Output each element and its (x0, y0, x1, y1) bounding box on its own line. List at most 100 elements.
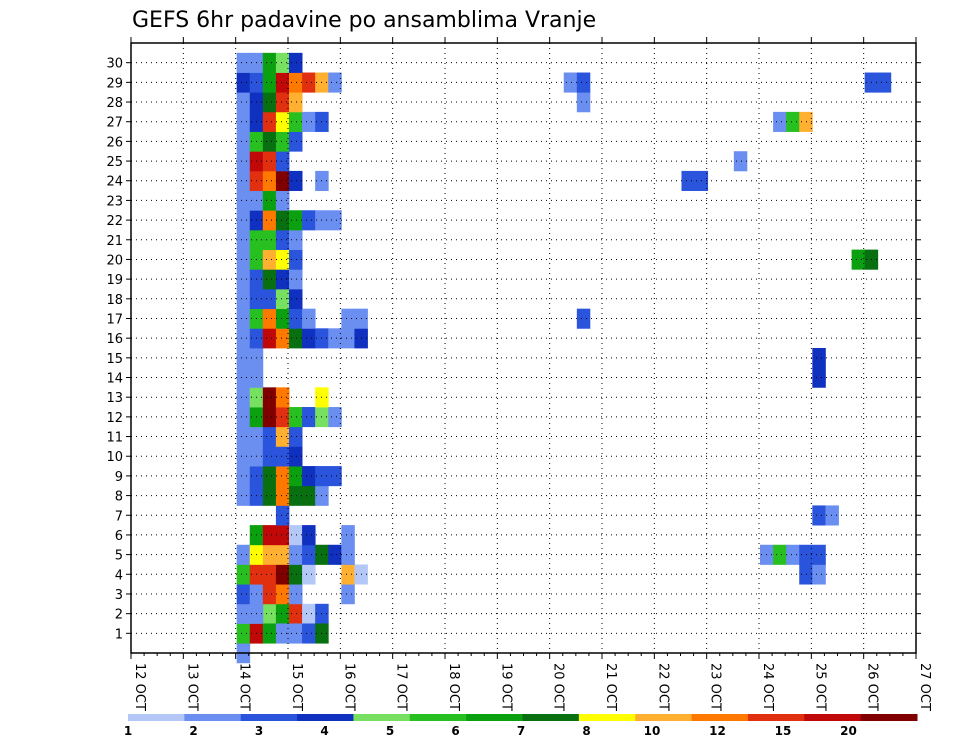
y-tick-label: 30 (106, 57, 123, 72)
heatmap-cell (236, 466, 251, 487)
colorbar: 1 2 3 4 5 6 7 8 10 12 15 20 (124, 714, 918, 738)
heatmap-cell (289, 249, 303, 270)
heatmap-cell (236, 603, 251, 624)
heatmap-cell (236, 485, 251, 506)
heatmap-cell (236, 190, 251, 211)
y-tick-label: 8 (115, 490, 123, 505)
y-tick-label: 1 (115, 627, 123, 642)
heatmap-cell (236, 92, 251, 113)
heatmap-cell (289, 544, 303, 565)
y-tick-label: 24 (106, 175, 123, 190)
heatmap-cell (576, 72, 591, 93)
y-tick-label: 17 (106, 312, 123, 327)
heatmap-cell (576, 308, 591, 329)
heatmap-cell (302, 623, 316, 644)
heatmap-cell (275, 72, 290, 93)
heatmap-cell (328, 210, 342, 231)
heatmap-cell (302, 407, 316, 428)
heatmap-cell (236, 407, 251, 428)
colorbar-label: 2 (189, 724, 197, 738)
heatmap-cell (275, 229, 290, 251)
heatmap-cell (275, 288, 290, 310)
heatmap-cell (289, 564, 303, 585)
heatmap-cell (302, 485, 316, 506)
heatmap-cell (236, 584, 251, 605)
heatmap-cell (275, 308, 290, 329)
colorbar-swatch (578, 714, 636, 721)
heatmap-cell (289, 288, 303, 310)
heatmap-cell (262, 269, 277, 290)
x-tick-label: 23 OCT (708, 663, 723, 711)
heatmap-cell (262, 72, 277, 93)
heatmap-cell (328, 328, 342, 349)
heatmap-cell (262, 544, 277, 565)
heatmap-cell (851, 249, 866, 270)
y-tick-label: 9 (115, 470, 123, 485)
colorbar-swatch (353, 714, 411, 721)
heatmap-cell (275, 190, 290, 211)
colorbar-label: 5 (386, 724, 394, 738)
heatmap-cell (302, 564, 316, 585)
y-tick-label: 26 (106, 135, 123, 150)
heatmap-cell (799, 111, 813, 132)
heatmap-cell (289, 623, 303, 644)
heatmap-cell (262, 623, 277, 644)
heatmap-cell (236, 623, 251, 644)
heatmap-cell (773, 111, 787, 132)
y-tick-label: 7 (115, 509, 123, 524)
heatmap-cell (812, 367, 826, 388)
colorbar-label: 1 (124, 724, 132, 738)
heatmap-cell (275, 564, 290, 585)
heatmap-cell (236, 269, 251, 290)
y-tick-label: 15 (106, 352, 123, 367)
heatmap-cell (289, 72, 303, 93)
heatmap-cell (302, 603, 316, 624)
heatmap-cell (275, 603, 290, 624)
colorbar-swatch (747, 714, 805, 721)
y-tick-label: 22 (106, 214, 123, 229)
colorbar-label: 10 (644, 724, 661, 738)
colorbar-label: 3 (255, 724, 263, 738)
heatmap-cell (275, 328, 290, 349)
heatmap-cell (275, 466, 290, 487)
heatmap-cell (563, 72, 578, 93)
heatmap-cell (275, 544, 290, 565)
heatmap-cell (275, 111, 290, 132)
colorbar-swatch (522, 714, 580, 721)
heatmap-cell (275, 505, 290, 526)
heatmap-cell (262, 52, 277, 73)
heatmap-cell (262, 603, 277, 624)
colorbar-label: 12 (709, 724, 726, 738)
heatmap-cell (328, 407, 342, 428)
colorbar-swatch (466, 714, 523, 721)
heatmap-cell (262, 92, 277, 113)
heatmap-cell (328, 544, 342, 565)
x-tick-label: 12 OCT (132, 663, 147, 711)
heatmap-cell (825, 505, 839, 526)
heatmap-cell (236, 131, 251, 152)
heatmap-cell (289, 407, 303, 428)
heatmap-cell (799, 564, 813, 585)
x-tick-label: 20 OCT (551, 663, 566, 711)
y-tick-label: 6 (115, 529, 123, 544)
colorbar-swatch (297, 714, 354, 721)
heatmap-cell (341, 544, 355, 565)
heatmap-cell (236, 52, 251, 73)
colorbar-swatch (635, 714, 693, 721)
colorbar-swatch (804, 714, 862, 721)
heatmap-cell (236, 210, 251, 231)
colorbar-swatch (409, 714, 467, 721)
heatmap-cell (341, 564, 355, 585)
y-tick-label: 3 (115, 588, 123, 603)
heatmap-cell (236, 564, 251, 585)
y-tick-label: 18 (106, 293, 123, 308)
heatmap-cell (341, 328, 355, 349)
heatmap-cell (275, 52, 290, 73)
heatmap-cell (289, 170, 303, 191)
colorbar-label: 20 (840, 724, 857, 738)
heatmap-cell (275, 584, 290, 605)
heatmap-cell (302, 328, 316, 349)
heatmap-cell (733, 151, 748, 172)
heatmap-cell (302, 111, 316, 132)
